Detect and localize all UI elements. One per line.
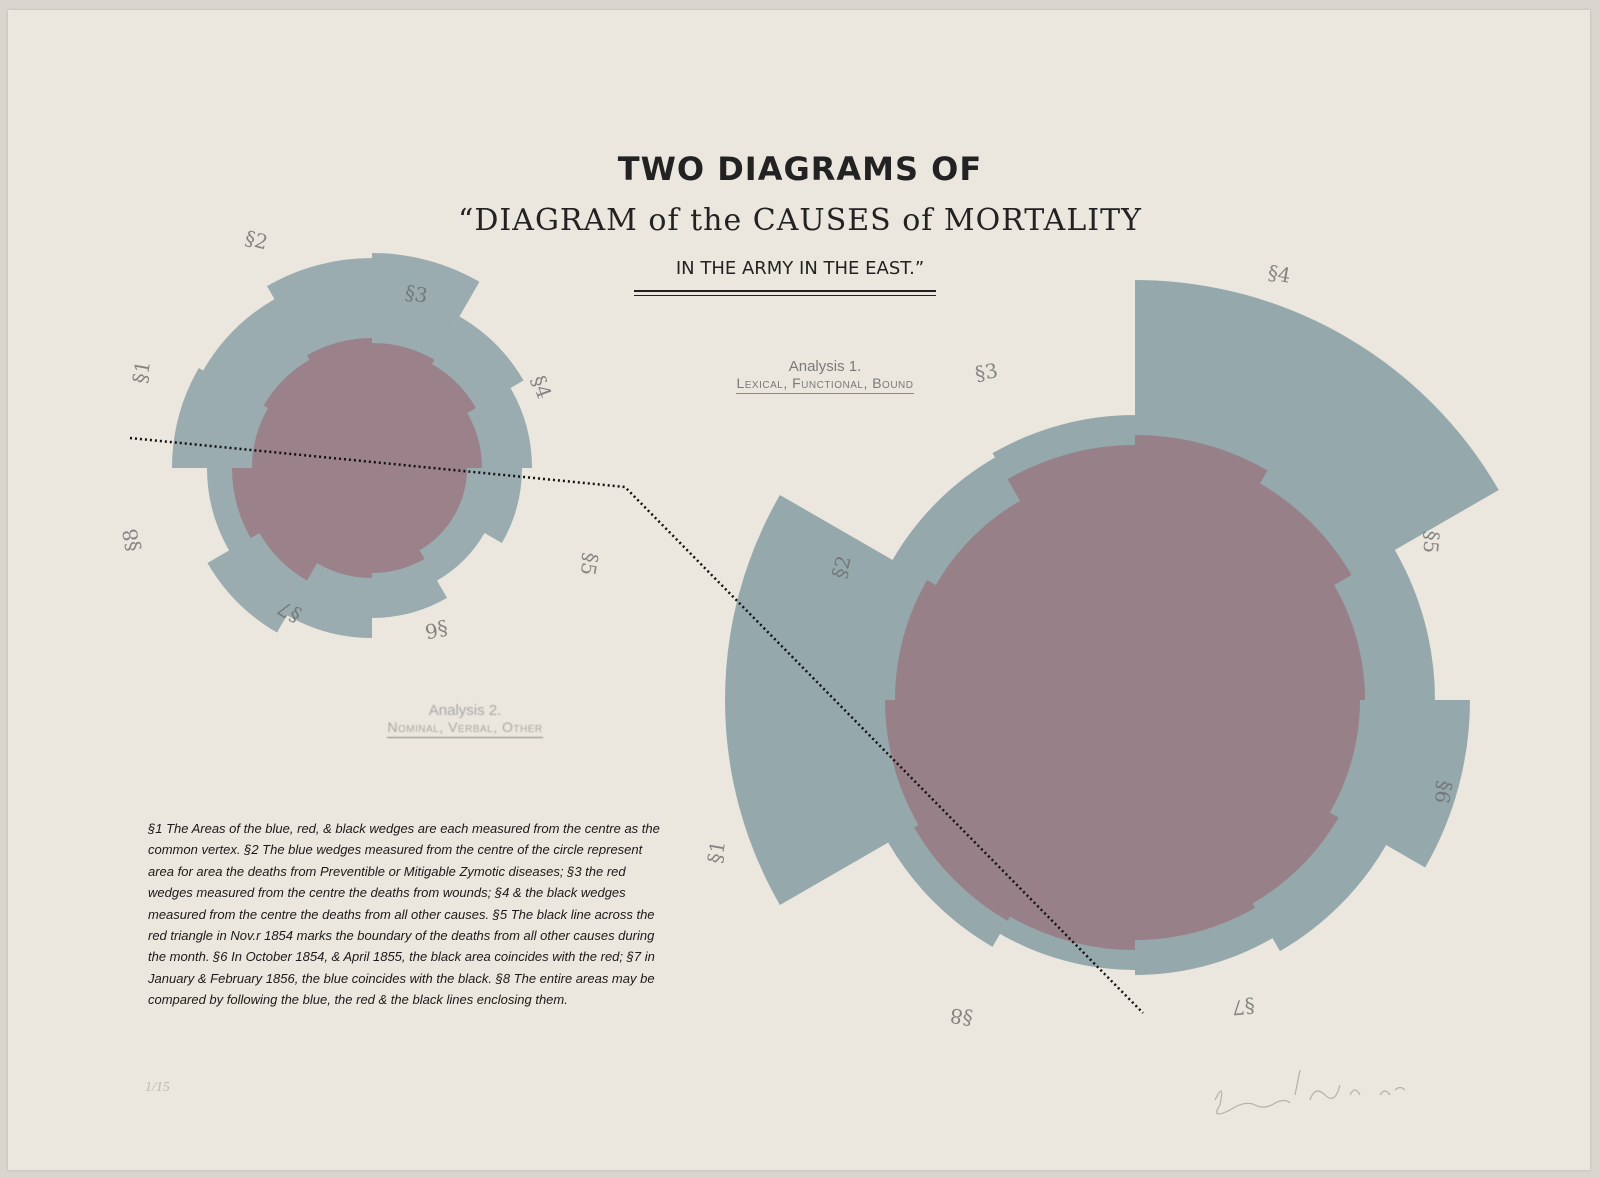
artist-signature (1214, 1069, 1406, 1115)
large-section-label: §7 (1230, 994, 1256, 1020)
large-section-label: §5 (1418, 529, 1445, 555)
large-red-wedges (885, 435, 1365, 950)
small-section-label: §5 (575, 550, 604, 578)
large-section-label: §8 (948, 1003, 975, 1031)
analysis-1-title: Analysis 1. (788, 358, 862, 375)
analysis-2-label: Analysis 2. Nominal, Verbal, Other (340, 702, 590, 738)
dotted-connector-line (129, 436, 1144, 1014)
title-rule (634, 290, 936, 292)
large-section-label: §6 (1429, 778, 1458, 806)
small-section-label: §1 (127, 358, 156, 386)
small-red-wedges (232, 338, 482, 581)
analysis-2-title: Analysis 2. (428, 702, 502, 719)
small-section-label: §8 (117, 526, 146, 554)
title-rule-thin (634, 295, 936, 296)
analysis-1-subtitle: Lexical, Functional, Bound (736, 375, 914, 394)
edition-number: 1/15 (145, 1080, 170, 1095)
analysis-1-label: Analysis 1. Lexical, Functional, Bound (700, 358, 950, 394)
small-section-label: §6 (423, 616, 450, 644)
large-section-label: §1 (702, 838, 731, 866)
title-line-2: “DIAGRAM of the CAUSES of MORTALITY (458, 203, 1142, 238)
small-section-label: §3 (403, 280, 430, 308)
explanatory-notes: §1 The Areas of the blue, red, & black w… (148, 821, 660, 1008)
large-section-label: §3 (973, 358, 1000, 386)
title-line-1: TWO DIAGRAMS OF (617, 150, 983, 188)
title-line-3: IN THE ARMY IN THE EAST.” (675, 258, 925, 279)
large-section-label: §4 (1266, 260, 1293, 288)
analysis-2-subtitle: Nominal, Verbal, Other (387, 719, 543, 738)
